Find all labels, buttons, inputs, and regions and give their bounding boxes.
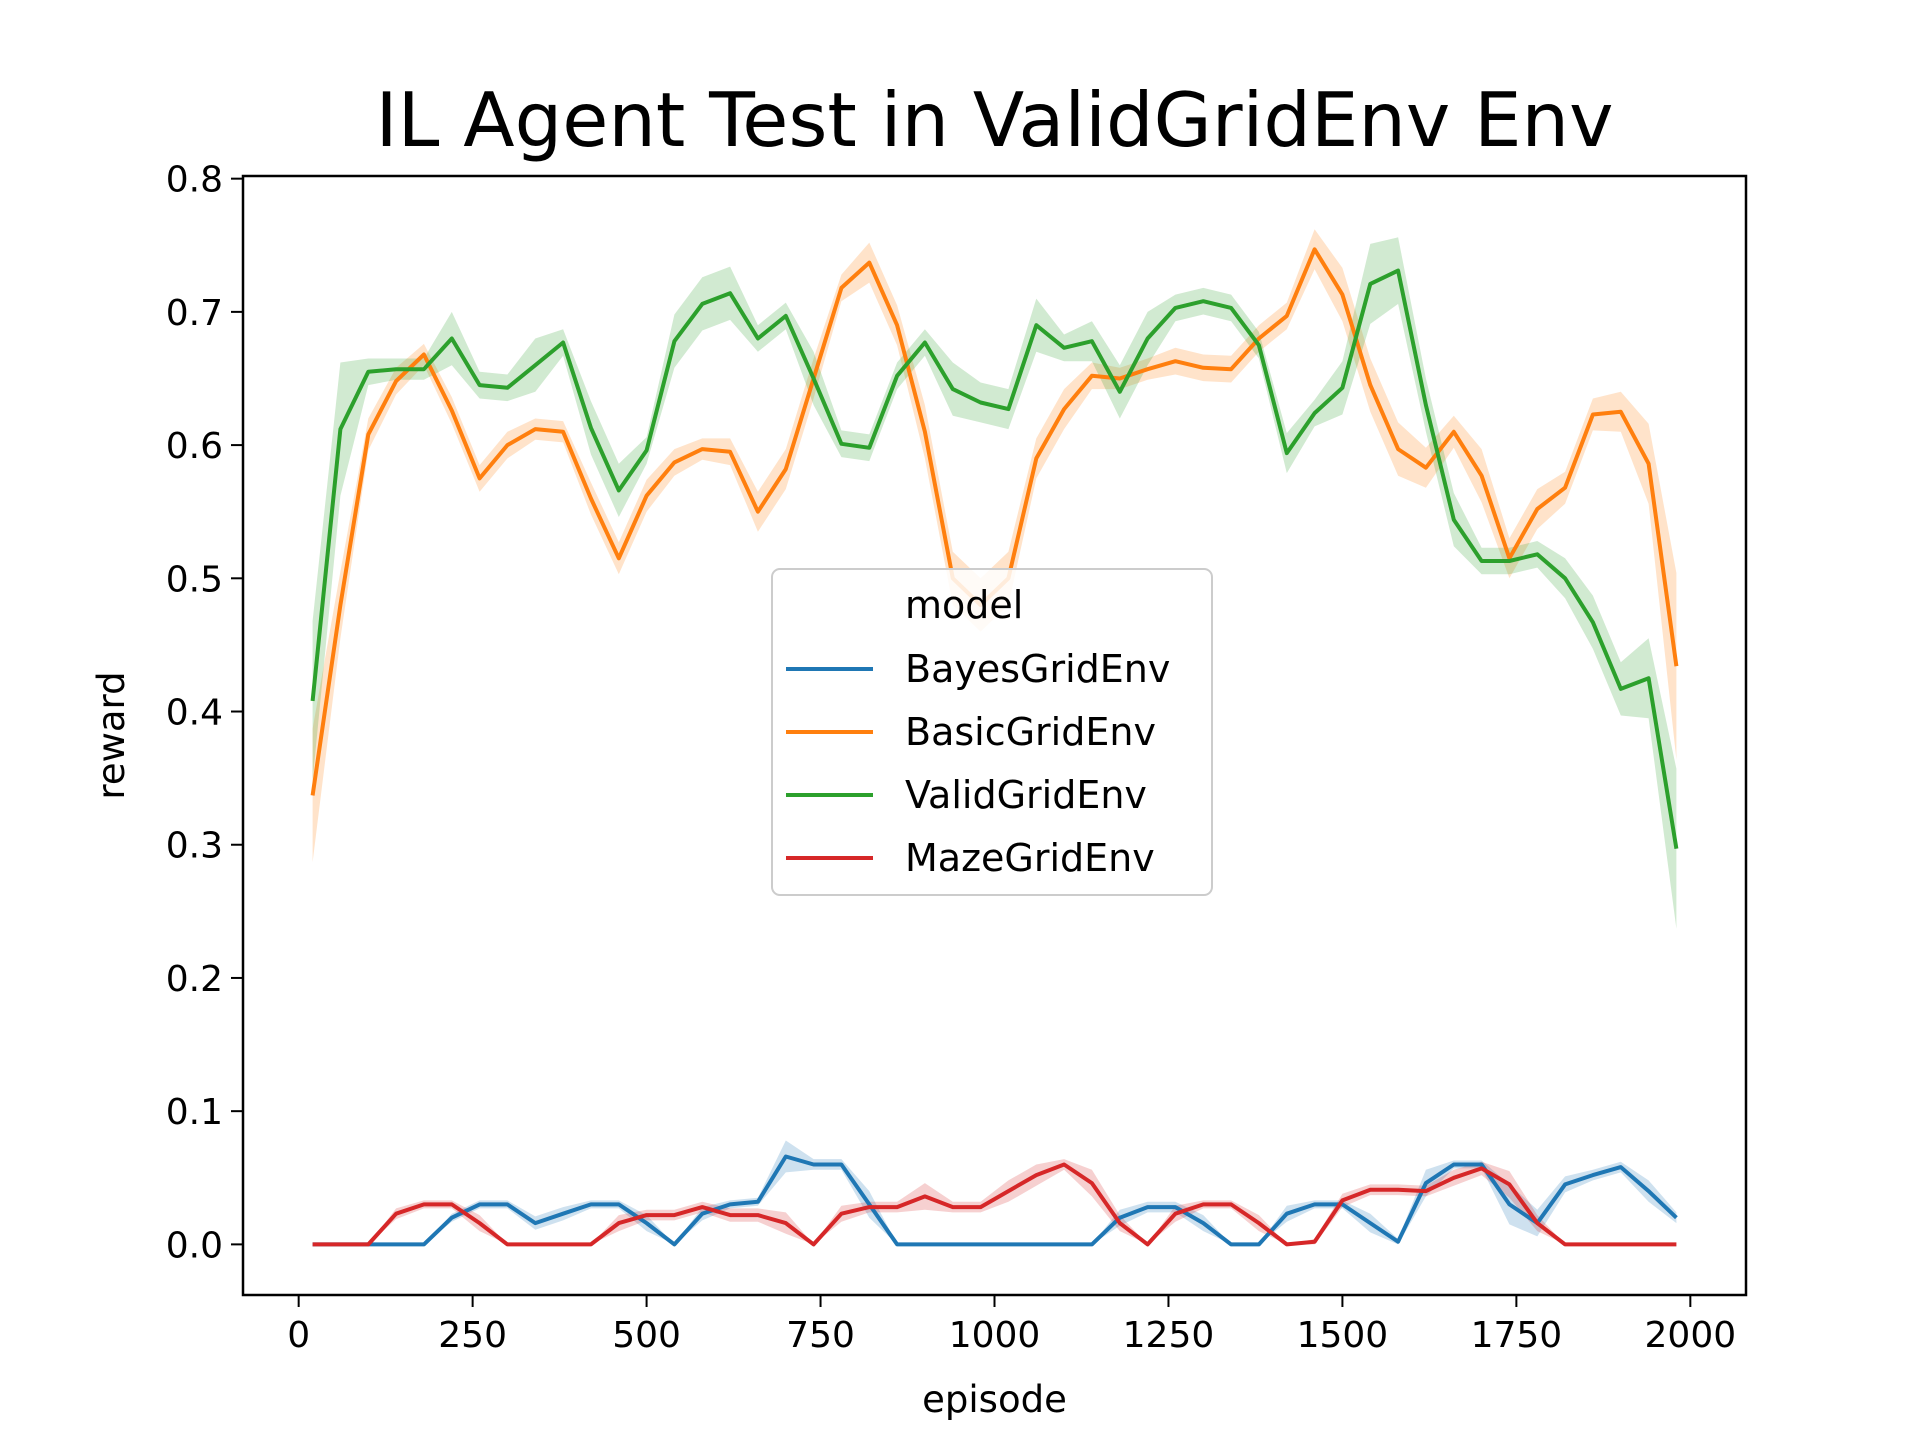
y-tick-label: 0.1 (166, 1092, 223, 1133)
band-mazegridenv (312, 1159, 1677, 1245)
y-tick-label: 0.0 (166, 1225, 223, 1266)
legend-label-bayesgridenv: BayesGridEnv (905, 647, 1170, 691)
line-validgridenv (310, 268, 1679, 850)
legend-label-mazegridenv: MazeGridEnv (905, 836, 1155, 880)
y-tick-label: 0.2 (166, 959, 223, 1000)
x-tick-label: 1250 (1123, 1315, 1215, 1356)
x-tick-label: 2000 (1645, 1315, 1737, 1356)
x-tick-label: 500 (612, 1315, 681, 1356)
legend-label-validgridenv: ValidGridEnv (905, 773, 1147, 817)
y-tick-label: 0.7 (166, 293, 223, 334)
x-axis: 0 250 500 750 1000 1250 1500 1750 2000 (287, 1295, 1736, 1356)
x-tick-label: 1000 (949, 1315, 1041, 1356)
x-tick-label: 0 (287, 1315, 310, 1356)
band-validgridenv (312, 237, 1677, 929)
x-tick-label: 1500 (1297, 1315, 1389, 1356)
legend: model BayesGridEnv BasicGridEnv ValidGridEn… (771, 568, 1213, 896)
y-axis: 0.0 0.1 0.2 0.3 0.4 0.5 0.6 0.7 0.8 (166, 160, 243, 1266)
y-tick-label: 0.3 (166, 826, 223, 867)
y-tick-label: 0.6 (166, 426, 223, 467)
legend-box (771, 568, 1213, 896)
x-axis-label: episode (922, 1378, 1067, 1421)
x-tick-label: 250 (438, 1315, 507, 1356)
line-bayesgridenv (312, 1154, 1678, 1247)
y-tick-label: 0.8 (166, 160, 223, 201)
x-tick-label: 1750 (1471, 1315, 1563, 1356)
line-mazegridenv (312, 1162, 1677, 1247)
confidence-bands (312, 229, 1677, 1245)
chart-title: IL Agent Test in ValidGridEnv Env (376, 76, 1614, 164)
y-tick-label: 0.4 (166, 693, 223, 734)
y-axis-label: reward (90, 671, 133, 799)
y-tick-label: 0.5 (166, 559, 223, 600)
legend-label-basicgridenv: BasicGridEnv (905, 710, 1156, 754)
x-tick-label: 750 (786, 1315, 855, 1356)
legend-title: model (905, 583, 1023, 627)
